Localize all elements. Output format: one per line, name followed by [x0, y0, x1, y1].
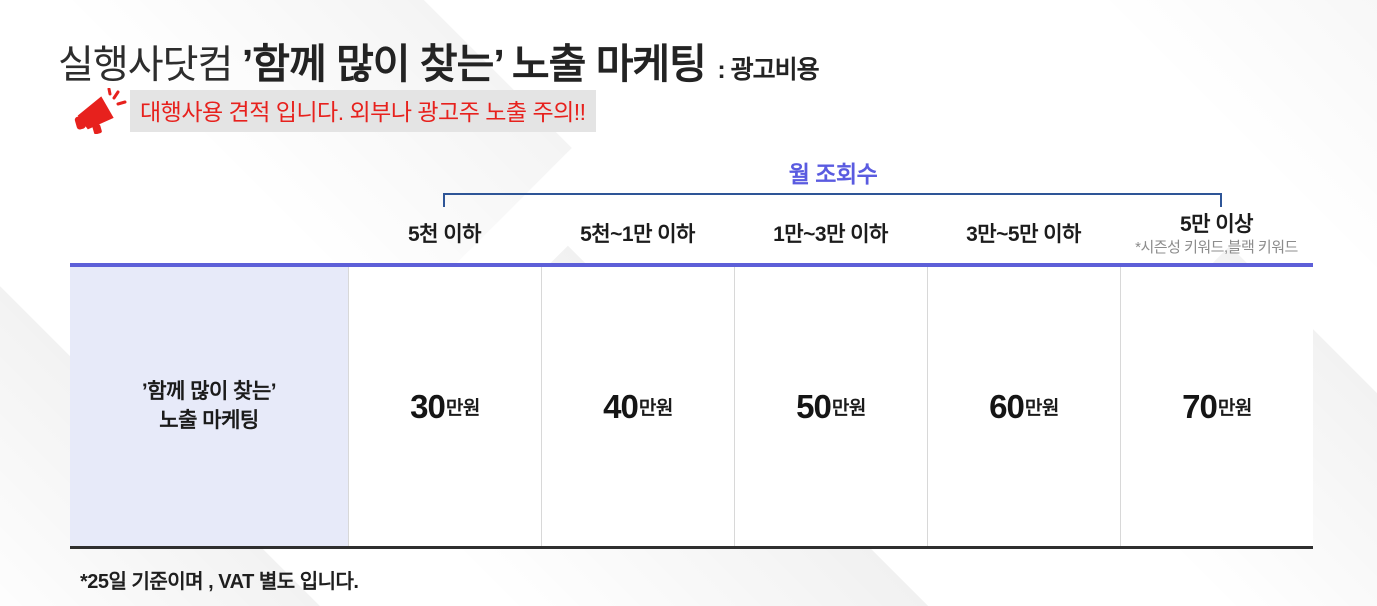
column-header-2: 5천~1만 이하 — [541, 210, 734, 260]
title-suffix: : 광고비용 — [717, 56, 819, 84]
price-value: 30 — [410, 387, 446, 425]
column-header-label: 3만~5만 이하 — [966, 222, 1081, 246]
price-cell-5: 70 만원 — [1120, 267, 1313, 546]
column-header-4: 3만~5만 이하 — [927, 210, 1120, 260]
column-header-row: 5천 이하 5천~1만 이하 1만~3만 이하 3만~5만 이하 5만 이상 *… — [70, 210, 1313, 260]
price-unit: 만원 — [1217, 398, 1252, 419]
page-title: 실행사닷컴 ’함께 많이 찾는’ 노출 마케팅 : 광고비용 — [58, 30, 820, 90]
title-emphasis: ’함께 많이 찾는’ 노출 마케팅 — [241, 41, 707, 87]
column-header-label: 5천~1만 이하 — [580, 222, 695, 246]
price-cell-1: 30 만원 — [348, 267, 541, 546]
price-unit: 만원 — [638, 398, 673, 419]
row-label-cell: ’함께 많이 찾는’ 노출 마케팅 — [70, 267, 348, 546]
notice-banner: 대행사용 견적 입니다. 외부나 광고주 노출 주의!! — [72, 87, 596, 135]
megaphone-icon — [72, 87, 128, 135]
price-unit: 만원 — [445, 398, 480, 419]
price-value: 40 — [603, 387, 639, 425]
price-value: 60 — [989, 387, 1025, 425]
title-prefix: 실행사닷컴 — [58, 44, 233, 87]
price-cell-2: 40 만원 — [541, 267, 734, 546]
price-value: 70 — [1182, 387, 1218, 425]
price-unit: 만원 — [1024, 398, 1059, 419]
price-cell-3: 50 만원 — [734, 267, 927, 546]
price-value: 50 — [796, 387, 832, 425]
bracket-line — [443, 193, 1222, 207]
notice-text: 대행사용 견적 입니다. 외부나 광고주 노출 주의!! — [130, 90, 596, 132]
column-header-label: 5천 이하 — [408, 222, 481, 246]
column-header-subtitle: *시즌성 키워드,블랙 키워드 — [1135, 239, 1298, 257]
group-header-monthly-views: 월 조회수 — [788, 161, 878, 187]
column-header-3: 1만~3만 이하 — [734, 210, 927, 260]
column-header-label: 5만 이상 — [1180, 213, 1253, 237]
column-header-label: 1만~3만 이하 — [773, 222, 888, 246]
pricing-table: ’함께 많이 찾는’ 노출 마케팅 30 만원 40 만원 50 만원 60 만원 70… — [70, 263, 1313, 549]
row-label-line1: ’함께 많이 찾는’ — [141, 380, 277, 404]
price-unit: 만원 — [831, 398, 866, 419]
column-header-spacer — [70, 210, 348, 260]
price-cell-4: 60 만원 — [927, 267, 1120, 546]
footnote: *25일 기준이며 , VAT 별도 입니다. — [80, 571, 359, 593]
column-header-1: 5천 이하 — [348, 210, 541, 260]
row-label-line2: 노출 마케팅 — [159, 408, 259, 432]
column-header-5: 5만 이상 *시즌성 키워드,블랙 키워드 — [1120, 210, 1313, 260]
